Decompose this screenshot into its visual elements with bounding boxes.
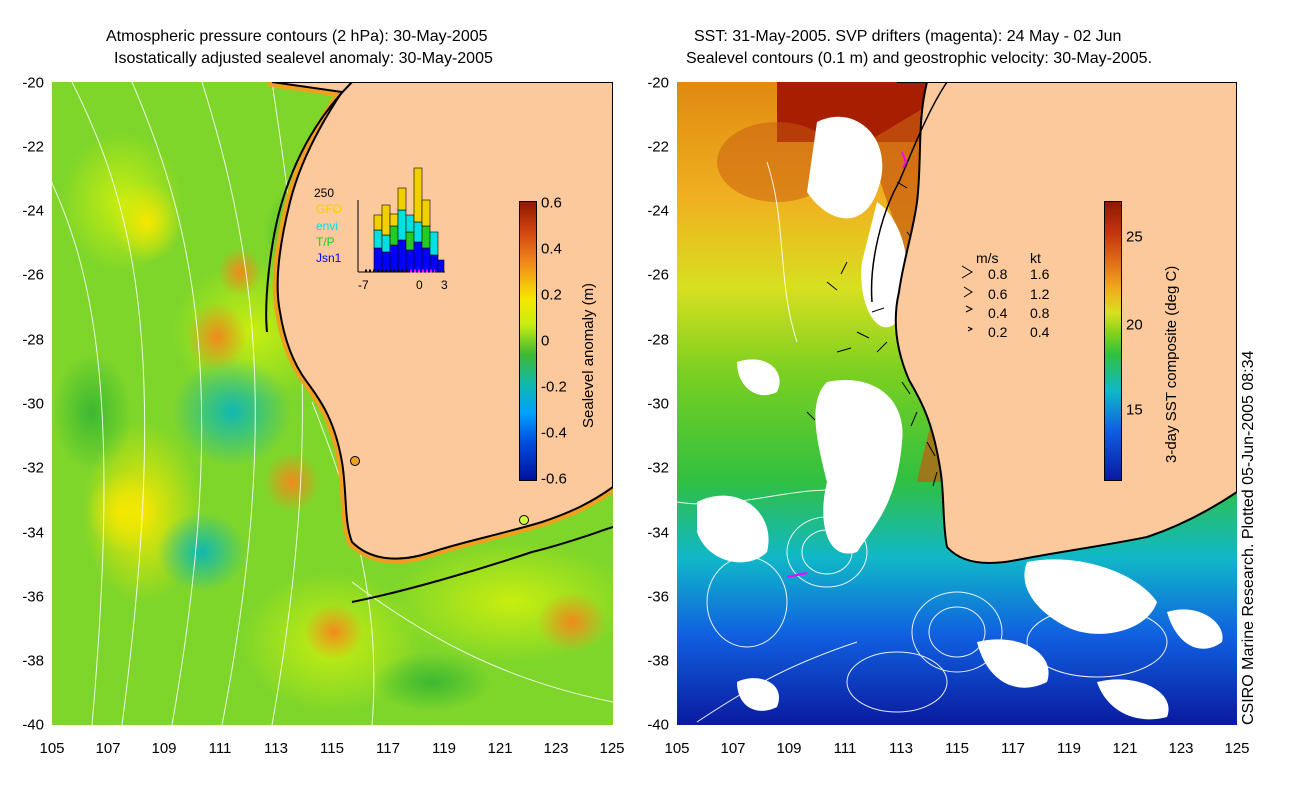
right-xtick-117: 117 — [1001, 740, 1025, 757]
sealevel-cbar-tick-1: 0.4 — [541, 240, 562, 258]
inset-legend-gfo: GFO — [316, 202, 342, 216]
velocity-legend-kt-3: 0.4 — [1030, 324, 1050, 340]
sealevel-cbar-tick-6: -0.6 — [541, 470, 567, 488]
right-ytick-30: -30 — [647, 395, 669, 413]
right-ytick-36: -36 — [647, 588, 669, 606]
left-ytick-22: -22 — [22, 138, 44, 156]
velocity-legend-kt-1: 1.2 — [1030, 286, 1050, 302]
velocity-legend-kt-0: 1.6 — [1030, 266, 1050, 282]
right-ytick-28: -28 — [647, 331, 669, 349]
right-ytick-34: -34 — [647, 524, 669, 542]
right-xtick-115: 115 — [945, 740, 969, 757]
right-xtick-119: 119 — [1057, 740, 1081, 757]
left-xtick-117: 117 — [376, 740, 400, 757]
left-xtick-121: 121 — [487, 740, 513, 757]
velocity-legend-ms-0: 0.8 — [988, 266, 1008, 282]
left-xtick-111: 111 — [208, 740, 232, 757]
left-ytick-38: -38 — [22, 652, 44, 670]
left-title-line2: Isostatically adjusted sealevel anomaly:… — [114, 50, 493, 67]
right-ytick-24: -24 — [647, 202, 669, 220]
left-ytick-32: -32 — [22, 459, 44, 477]
right-xtick-107: 107 — [720, 740, 746, 757]
inset-xlabel-0: 0 — [416, 278, 423, 292]
right-ytick-32: -32 — [647, 459, 669, 477]
sst-map — [677, 82, 1237, 725]
right-ytick-20: -20 — [647, 74, 669, 92]
left-ytick-40: -40 — [22, 716, 44, 734]
sst-colorbar-label: 3-day SST composite (deg C) — [1163, 265, 1180, 463]
velocity-legend-header-ms: m/s — [976, 250, 999, 266]
velocity-legend-kt-2: 0.8 — [1030, 305, 1050, 321]
inset-legend-tp: T/P — [316, 235, 335, 249]
left-ytick-24: -24 — [22, 202, 44, 220]
left-xtick-115: 115 — [320, 740, 344, 757]
velocity-legend-ms-1: 0.6 — [988, 286, 1008, 302]
sst-map-svg — [677, 82, 1237, 725]
right-xtick-105: 105 — [664, 740, 690, 757]
sealevel-cbar-tick-4: -0.2 — [541, 378, 567, 396]
sealevel-cbar-tick-0: 0.6 — [541, 194, 562, 212]
sst-cbar-tick-15: 15 — [1126, 401, 1143, 419]
inset-legend-jsn1: Jsn1 — [316, 251, 342, 265]
velocity-legend: m/s kt 0.8 1.6 0.6 1.2 0.4 0.8 0.2 0.4 — [960, 250, 1070, 346]
sst-cbar-tick-25: 25 — [1126, 228, 1143, 246]
right-title-line1: SST: 31-May-2005. SVP drifters (magenta)… — [694, 28, 1122, 45]
left-ytick-30: -30 — [22, 395, 44, 413]
left-xtick-113: 113 — [264, 740, 288, 757]
left-ytick-26: -26 — [22, 266, 44, 284]
left-xtick-107: 107 — [95, 740, 121, 757]
velocity-legend-header-kt: kt — [1030, 250, 1041, 266]
sealevel-colorbar — [519, 201, 537, 481]
velocity-legend-ms-2: 0.4 — [988, 305, 1008, 321]
right-xtick-125: 125 — [1224, 740, 1250, 757]
left-xtick-105: 105 — [39, 740, 65, 757]
credit-text: CSIRO Marine Research. Plotted 05-Jun-20… — [1240, 350, 1257, 725]
inset-xlabel-neg7: -7 — [358, 278, 369, 292]
inset-histogram — [357, 167, 445, 273]
sst-colorbar — [1104, 201, 1122, 481]
right-xtick-123: 123 — [1168, 740, 1194, 757]
right-ytick-40: -40 — [647, 716, 669, 734]
sealevel-colorbar-label: Sealevel anomaly (m) — [580, 282, 597, 428]
left-ytick-34: -34 — [22, 524, 44, 542]
inset-legend-envi: envi — [316, 219, 339, 233]
left-xtick-119: 119 — [432, 740, 456, 757]
left-xtick-123: 123 — [543, 740, 569, 757]
right-xtick-111: 111 — [833, 740, 857, 757]
left-xtick-109: 109 — [151, 740, 177, 757]
sealevel-cbar-tick-3: 0 — [541, 332, 550, 350]
right-ytick-22: -22 — [647, 138, 669, 156]
right-xtick-109: 109 — [776, 740, 802, 757]
left-title-line1: Atmospheric pressure contours (2 hPa): 3… — [106, 28, 488, 45]
right-xtick-113: 113 — [889, 740, 913, 757]
left-xtick-125: 125 — [599, 740, 625, 757]
altimeter-coverage-inset: 250 GFO envi T/P Jsn1 -7 0 3 — [310, 160, 460, 300]
right-ytick-26: -26 — [647, 266, 669, 284]
sealevel-cbar-tick-2: 0.2 — [541, 286, 562, 304]
left-ytick-36: -36 — [22, 588, 44, 606]
velocity-legend-ms-3: 0.2 — [988, 324, 1008, 340]
right-ytick-38: -38 — [647, 652, 669, 670]
inset-ymax-label: 250 — [314, 186, 335, 200]
left-ytick-20: -20 — [22, 74, 44, 92]
left-ytick-28: -28 — [22, 331, 44, 349]
right-xtick-121: 121 — [1112, 740, 1138, 757]
sst-cbar-tick-20: 20 — [1126, 316, 1143, 334]
right-title-line2: Sealevel contours (0.1 m) and geostrophi… — [686, 50, 1153, 67]
inset-xlabel-3: 3 — [441, 278, 448, 292]
velocity-legend-arrows — [961, 265, 974, 332]
sealevel-cbar-tick-5: -0.4 — [541, 424, 567, 442]
